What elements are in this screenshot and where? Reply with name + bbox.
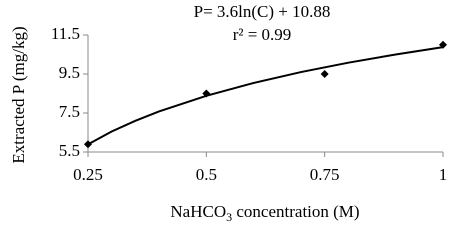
x-axis-title-subscript: 3 — [226, 210, 232, 224]
data-point — [439, 40, 447, 49]
equation: P= 3.6ln(C) + 10.88 — [194, 2, 331, 21]
trendline — [87, 46, 444, 146]
x-axis-title: NaHCO3 concentration (M) — [170, 202, 359, 224]
x-axis-title-part: NaHCO — [170, 202, 226, 221]
y-tick-label: 9.5 — [59, 63, 80, 82]
y-axis-title: Extracted P (mg/kg) — [9, 26, 28, 163]
data-point — [84, 140, 92, 149]
x-tick-label: 0.25 — [73, 165, 103, 184]
x-tick-label: 0.75 — [310, 165, 340, 184]
y-tick-label: 5.5 — [59, 141, 80, 160]
data-point — [320, 70, 329, 78]
data-point — [202, 89, 211, 98]
x-axis-title-part: concentration (M) — [232, 202, 359, 221]
x-tick-label: 1 — [439, 165, 448, 184]
r-squared: r² = 0.99 — [233, 25, 292, 44]
y-tick-label: 11.5 — [51, 24, 80, 43]
y-tick-label: 7.5 — [59, 102, 80, 121]
x-tick-label: 0.5 — [196, 165, 217, 184]
